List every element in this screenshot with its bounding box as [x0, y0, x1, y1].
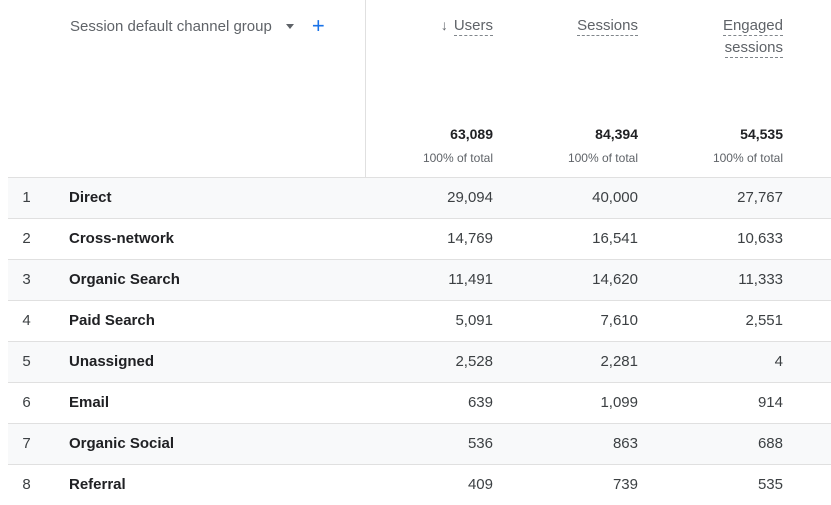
- row-users: 5,091: [455, 312, 493, 329]
- table-row[interactable]: 3 Organic Search 11,491 14,620 11,333: [8, 259, 831, 300]
- row-engaged-sessions: 535: [757, 476, 783, 493]
- row-users: 11,491: [448, 271, 493, 288]
- row-index: 1: [22, 189, 31, 206]
- row-channel-name[interactable]: Unassigned: [69, 353, 155, 370]
- row-engaged-sessions: 914: [757, 394, 783, 411]
- row-engaged-sessions: 2,551: [745, 312, 783, 329]
- row-engaged-sessions: 27,767: [737, 189, 783, 206]
- table-row[interactable]: 4 Paid Search 5,091 7,610 2,551: [8, 300, 831, 341]
- row-sessions: 14,620: [592, 271, 638, 288]
- dropdown-arrow-icon[interactable]: [285, 23, 294, 29]
- row-sessions: 16,541: [592, 230, 638, 247]
- column-header-users[interactable]: ↓ Users: [425, 15, 493, 37]
- row-index: 8: [22, 476, 31, 493]
- total-users: 63,089: [450, 126, 493, 142]
- row-sessions: 7,610: [600, 312, 638, 329]
- sort-descending-icon: ↓: [440, 17, 448, 33]
- column-header-engaged-line1: Engaged: [722, 17, 783, 36]
- dimension-label[interactable]: Session default channel group: [70, 17, 272, 35]
- row-channel-name[interactable]: Cross-network: [69, 230, 175, 247]
- row-sessions: 739: [612, 476, 638, 493]
- row-users: 2,528: [455, 353, 493, 370]
- row-channel-name[interactable]: Email: [69, 394, 110, 411]
- table-row[interactable]: 5 Unassigned 2,528 2,281 4: [8, 341, 831, 382]
- row-channel-name[interactable]: Paid Search: [69, 312, 155, 329]
- column-header-sessions-label: Sessions: [577, 17, 638, 36]
- table-body: 1 Direct 29,094 40,000 27,767 2 Cross-ne…: [8, 177, 831, 505]
- total-sessions: 84,394: [595, 126, 638, 142]
- dimension-header: Session default channel group +: [70, 13, 325, 38]
- row-users: 639: [467, 394, 493, 411]
- row-channel-name[interactable]: Organic Search: [69, 271, 180, 288]
- row-users: 29,094: [447, 189, 493, 206]
- row-engaged-sessions: 688: [757, 435, 783, 452]
- row-index: 7: [22, 435, 31, 452]
- column-header-engaged-line2: sessions: [724, 39, 783, 58]
- table-row[interactable]: 2 Cross-network 14,769 16,541 10,633: [8, 218, 831, 259]
- row-channel-name[interactable]: Direct: [69, 189, 112, 206]
- row-users: 409: [467, 476, 493, 493]
- table-row[interactable]: 7 Organic Social 536 863 688: [8, 423, 831, 464]
- table-row[interactable]: 1 Direct 29,094 40,000 27,767: [8, 177, 831, 218]
- total-engaged-sessions-percent: 100% of total: [712, 151, 783, 165]
- row-channel-name[interactable]: Referral: [69, 476, 126, 493]
- total-engaged-sessions: 54,535: [740, 126, 783, 142]
- table-row[interactable]: 6 Email 639 1,099 914: [8, 382, 831, 423]
- row-channel-name[interactable]: Organic Social: [69, 435, 175, 452]
- row-sessions: 1,099: [600, 394, 638, 411]
- row-sessions: 40,000: [592, 189, 638, 206]
- row-sessions: 863: [612, 435, 638, 452]
- row-index: 3: [22, 271, 31, 288]
- column-header-sessions[interactable]: Sessions: [540, 15, 638, 37]
- row-users: 14,769: [447, 230, 493, 247]
- row-engaged-sessions: 4: [774, 353, 783, 370]
- row-index: 5: [22, 353, 31, 370]
- row-index: 6: [22, 394, 31, 411]
- table-row[interactable]: 8 Referral 409 739 535: [8, 464, 831, 505]
- row-engaged-sessions: 10,633: [737, 230, 783, 247]
- total-sessions-percent: 100% of total: [567, 151, 638, 165]
- row-users: 536: [467, 435, 493, 452]
- column-header-engaged-sessions[interactable]: Engaged sessions: [684, 15, 783, 59]
- row-index: 4: [22, 312, 31, 329]
- add-dimension-icon[interactable]: +: [311, 13, 325, 38]
- row-engaged-sessions: 11,333: [738, 271, 783, 288]
- row-index: 2: [22, 230, 31, 247]
- table-header: Session default channel group + ↓ Users S…: [0, 0, 831, 177]
- row-sessions: 2,281: [600, 353, 638, 370]
- total-users-percent: 100% of total: [422, 151, 493, 165]
- column-header-users-label: Users: [453, 17, 493, 36]
